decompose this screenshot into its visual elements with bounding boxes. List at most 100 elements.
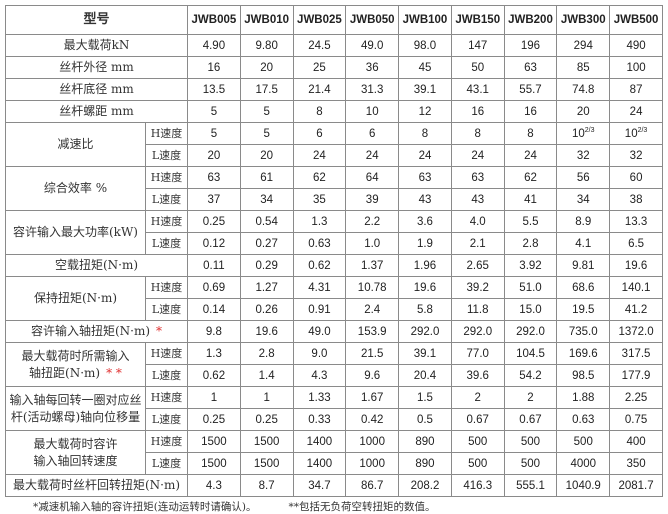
value-cell: 500 — [450, 452, 505, 475]
value-cell: 5.5 — [503, 210, 558, 233]
table-row: L速度 0.62 1.4 4.3 9.6 20.4 39.6 54.2 98.5 177.9 — [6, 364, 663, 387]
value-cell: 51.0 — [503, 276, 558, 299]
value-cell: 177.9 — [609, 364, 663, 387]
note-1: *减速机输入轴的容许扭矩(连动运转时请确认)。 — [33, 501, 257, 513]
value-cell: 1.96 — [398, 254, 452, 277]
value-cell: 0.62 — [187, 364, 241, 387]
value-cell: 317.5 — [609, 342, 663, 365]
value-cell: 24 — [450, 144, 505, 167]
value-cell: 104.5 — [503, 342, 558, 365]
value-cell: 19.6 — [398, 276, 452, 299]
value-cell: 41.2 — [609, 298, 663, 321]
value-cell: 2.8 — [239, 342, 294, 365]
value-cell: 4.1 — [556, 232, 611, 255]
value-cell: 35 — [292, 188, 347, 211]
value-cell: 17.5 — [239, 78, 294, 101]
value-cell: 62 — [503, 166, 558, 189]
row-label: 容许输入轴扭矩(N·m) * — [4, 320, 189, 343]
row-label: 最大载荷时丝杆回转扭矩(N·m) — [4, 474, 189, 497]
value-cell: 87 — [609, 78, 663, 101]
table-row: 丝杆螺距 mm 5 5 8 10 12 16 16 20 24 — [4, 100, 663, 123]
value-cell: 2.25 — [609, 386, 663, 409]
value-cell: 1 — [187, 386, 241, 409]
value-cell: 55.7 — [503, 78, 558, 101]
value-cell: 39.2 — [450, 276, 505, 299]
row-label-text: 容许输入轴扭矩(N·m) — [30, 324, 151, 338]
value-cell: 1.3 — [187, 342, 241, 365]
table-row: 容许输入轴扭矩(N·m) * 9.8 19.6 49.0 153.9 292.0 292.0 2… — [4, 320, 663, 343]
value-cell: 1000 — [345, 452, 400, 475]
model-jwb050: JWB050 — [345, 5, 400, 35]
value-cell: 735.0 — [556, 320, 611, 343]
value-cell: 890 — [398, 430, 452, 453]
value-cell: 20 — [556, 100, 611, 123]
model-jwb150: JWB150 — [450, 5, 505, 35]
value-cell: 19.6 — [609, 254, 663, 277]
fraction: 2/3 — [584, 126, 595, 134]
value-cell: 86.7 — [345, 474, 400, 497]
table-row: 容许输入最大功率(kW) H速度 0.25 0.54 1.3 2.2 3.6 4.0 5.5 8.… — [5, 210, 663, 255]
value-cell: 350 — [609, 452, 663, 475]
table-row: 丝杆底径 mm 13.5 17.5 21.4 31.3 39.1 43.1 55.7 74.8 8… — [4, 78, 663, 101]
sub-label-h: H速度 — [144, 166, 189, 189]
model-jwb500: JWB500 — [609, 5, 663, 35]
value-cell: 21.4 — [292, 78, 347, 101]
model-jwb005: JWB005 — [187, 5, 241, 35]
sub-label-h: H速度 — [144, 386, 189, 409]
value-cell: 49.0 — [345, 34, 400, 57]
value-cell: 20.4 — [398, 364, 452, 387]
value-cell: 153.9 — [345, 320, 400, 343]
row-label: 综合效率 % — [5, 166, 146, 211]
value-cell: 9.80 — [239, 34, 294, 57]
row-label: 空载扭矩(N·m) — [4, 254, 189, 277]
value-cell: 1000 — [345, 430, 400, 453]
value-cell: 5 — [239, 100, 294, 123]
value-cell: 102/3 — [556, 122, 611, 145]
value-cell: 1.5 — [398, 386, 452, 409]
value-cell: 2081.7 — [609, 474, 663, 497]
value-cell: 1.67 — [345, 386, 400, 409]
value-cell: 43 — [398, 188, 452, 211]
model-jwb010: JWB010 — [239, 5, 294, 35]
spec-table: 型号 JWB005 JWB010 JWB025 JWB050 JWB100 JWB150 J… — [4, 5, 663, 497]
value-cell: 49.0 — [292, 320, 347, 343]
row-label: 丝杆螺距 mm — [4, 100, 189, 123]
row-label: 最大载荷kN — [4, 34, 189, 57]
value-cell: 0.27 — [239, 232, 294, 255]
value-cell: 0.54 — [239, 210, 294, 233]
value-cell: 43 — [450, 188, 505, 211]
value-cell: 0.63 — [292, 232, 347, 255]
sub-label-h: H速度 — [144, 342, 189, 365]
value-cell: 61 — [239, 166, 294, 189]
row-label: 输入轴每回转一圈对应丝 杆(活动螺母)轴向位移量 — [5, 386, 146, 431]
value-cell: 37 — [187, 188, 241, 211]
value-cell: 32 — [556, 144, 611, 167]
value-cell: 555.1 — [503, 474, 558, 497]
value-cell: 2.2 — [345, 210, 400, 233]
value-cell: 0.42 — [345, 408, 400, 431]
value-cell: 8 — [503, 122, 558, 145]
row-label: 最大载荷时容许 输入轴回转速度 — [5, 430, 146, 475]
value-cell: 0.91 — [292, 298, 347, 321]
table-row: L速度 0.25 0.25 0.33 0.42 0.5 0.67 0.67 0.63 0.75 — [6, 408, 663, 431]
value-cell: 1.9 — [398, 232, 452, 255]
value-cell: 60 — [609, 166, 663, 189]
value-cell: 2.65 — [450, 254, 505, 277]
value-cell: 39.1 — [398, 78, 452, 101]
value-cell: 41 — [503, 188, 558, 211]
fraction: 2/3 — [637, 126, 648, 134]
value-cell: 1.33 — [292, 386, 347, 409]
value-cell: 3.6 — [398, 210, 452, 233]
value-cell: 416.3 — [450, 474, 505, 497]
value-cell: 2.4 — [345, 298, 400, 321]
table-row: L速度 37 34 35 39 43 43 41 34 38 — [6, 188, 663, 211]
row-label-text: 减速比 — [57, 137, 94, 151]
row-label: 丝杆外径 mm — [4, 56, 189, 79]
value-cell: 8 — [292, 100, 347, 123]
value-cell: 1.4 — [239, 364, 294, 387]
value-cell: 208.2 — [398, 474, 452, 497]
value-cell: 6 — [345, 122, 400, 145]
table-row: 最大载荷kN 4.90 9.80 24.5 49.0 98.0 147 196 294 490 — [4, 34, 663, 57]
table-row: 最大载荷时容许 输入轴回转速度 H速度 1500 1500 1400 1000 890 500 5… — [5, 430, 663, 475]
